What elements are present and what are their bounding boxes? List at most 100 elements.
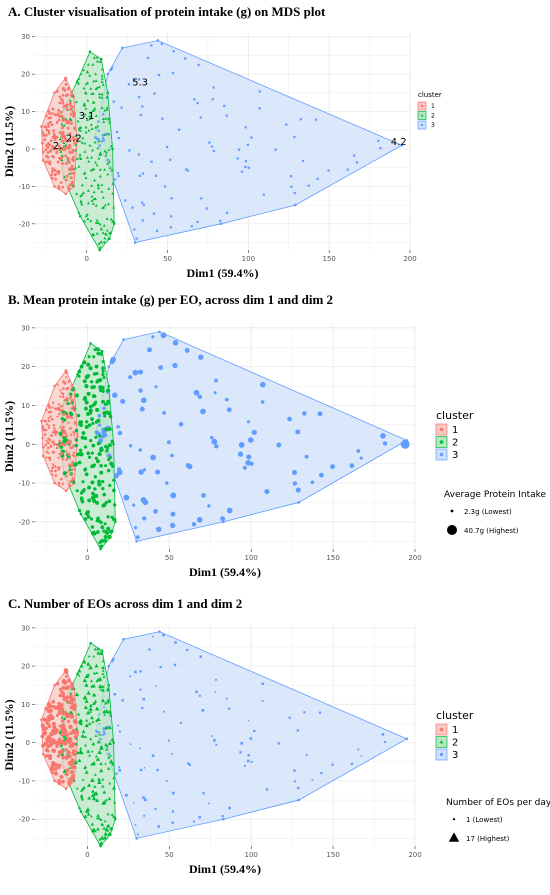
data-point-cluster-2 (84, 420, 89, 424)
data-point-cluster-1 (70, 168, 74, 171)
data-point-cluster-2 (77, 758, 82, 763)
data-point-cluster-2 (83, 113, 87, 116)
y-tick-label: 30 (21, 33, 30, 41)
data-point-cluster-2 (89, 123, 93, 126)
data-point-cluster-1 (70, 472, 74, 476)
data-point-cluster-2 (106, 526, 111, 531)
data-point-cluster-2 (86, 217, 90, 221)
data-point-cluster-1 (53, 168, 57, 172)
x-tick-label: 50 (163, 255, 172, 263)
data-point-cluster-2 (101, 698, 106, 703)
data-point-cluster-3 (142, 468, 147, 472)
data-point-cluster-1 (43, 138, 47, 142)
data-point-cluster-2 (105, 747, 109, 751)
data-point-cluster-1 (50, 434, 53, 438)
data-point-cluster-3 (152, 212, 156, 215)
hull-vertex (76, 733, 79, 737)
data-point-cluster-2 (90, 814, 93, 818)
data-point-cluster-3 (117, 724, 120, 727)
data-point-cluster-1 (40, 141, 44, 145)
data-point-cluster-2 (84, 91, 88, 94)
data-point-cluster-3 (138, 96, 141, 99)
x-tick-label: 0 (84, 255, 88, 263)
data-point-cluster-3 (113, 473, 119, 479)
data-point-cluster-2 (83, 765, 87, 769)
data-point-cluster-3 (141, 706, 144, 710)
data-point-cluster-1 (64, 178, 68, 182)
data-point-cluster-2 (93, 773, 97, 776)
data-point-cluster-2 (91, 394, 96, 398)
data-point-cluster-2 (92, 167, 96, 171)
data-point-cluster-2 (107, 499, 112, 504)
data-point-cluster-2 (95, 407, 100, 413)
data-point-cluster-2 (105, 823, 111, 828)
data-point-cluster-3 (98, 423, 102, 427)
hull-vertex (40, 718, 43, 721)
panel-b: B. Mean protein intake (g) per EO, acros… (0, 292, 550, 592)
hull-vertex (113, 817, 117, 821)
data-point-cluster-2 (77, 460, 82, 465)
data-point-cluster-1 (61, 162, 65, 165)
data-point-cluster-1 (61, 719, 65, 723)
data-point-cluster-3 (172, 50, 175, 53)
data-point-cluster-1 (61, 723, 66, 728)
data-point-cluster-2 (96, 124, 100, 128)
data-point-cluster-3 (188, 763, 192, 766)
data-point-cluster-2 (91, 421, 95, 425)
data-point-cluster-3 (293, 780, 296, 783)
y-axis-title: Dim2 (11.5%) (2, 699, 16, 770)
data-point-cluster-1 (40, 723, 45, 728)
data-point-cluster-2 (81, 431, 86, 435)
data-point-cluster-2 (100, 190, 104, 193)
data-point-cluster-2 (95, 163, 99, 167)
data-point-cluster-3 (359, 456, 363, 460)
data-point-cluster-3 (146, 56, 150, 60)
data-point-cluster-3 (196, 517, 203, 523)
data-point-cluster-3 (215, 678, 217, 681)
data-point-cluster-2 (106, 162, 110, 165)
data-point-cluster-3 (163, 710, 166, 713)
data-point-cluster-2 (102, 224, 106, 227)
data-point-cluster-3 (128, 375, 133, 380)
data-point-cluster-1 (57, 701, 61, 705)
data-point-cluster-3 (132, 369, 139, 376)
data-point-cluster-3 (108, 752, 111, 755)
data-point-cluster-2 (111, 786, 116, 790)
data-point-cluster-2 (105, 446, 110, 450)
data-point-cluster-1 (71, 148, 75, 152)
y-tick-label: 10 (21, 701, 30, 709)
data-point-cluster-3 (225, 114, 228, 117)
data-point-cluster-1 (44, 706, 49, 711)
data-point-cluster-2 (74, 692, 80, 697)
hull-vertex (53, 779, 56, 783)
data-point-cluster-2 (80, 435, 85, 440)
data-point-cluster-1 (70, 407, 73, 410)
data-point-cluster-3 (196, 102, 199, 105)
data-point-cluster-2 (101, 195, 105, 199)
data-point-cluster-3 (307, 184, 310, 187)
data-point-cluster-2 (101, 83, 105, 86)
data-point-cluster-2 (78, 448, 83, 452)
hull-vertex (122, 638, 125, 641)
data-point-cluster-1 (61, 126, 64, 130)
data-point-cluster-3 (240, 742, 244, 745)
data-point-cluster-3 (142, 516, 147, 521)
data-point-cluster-1 (55, 443, 59, 446)
data-point-cluster-1 (72, 138, 76, 142)
size-legend-title: Average Protein Intake (444, 490, 547, 500)
data-point-cluster-3 (97, 129, 100, 132)
data-point-cluster-2 (112, 488, 116, 493)
data-point-cluster-2 (96, 813, 100, 817)
data-point-cluster-3 (138, 388, 143, 393)
data-point-cluster-2 (92, 499, 97, 504)
data-point-cluster-3 (400, 439, 410, 449)
data-point-cluster-2 (91, 109, 95, 113)
data-point-cluster-3 (129, 675, 132, 678)
x-tick-label: 0 (85, 851, 89, 859)
data-point-cluster-2 (62, 124, 66, 127)
data-point-cluster-2 (60, 715, 64, 719)
data-point-cluster-1 (58, 412, 61, 416)
data-point-cluster-1 (72, 707, 76, 711)
data-point-cluster-2 (77, 806, 82, 810)
data-point-cluster-1 (41, 436, 44, 440)
